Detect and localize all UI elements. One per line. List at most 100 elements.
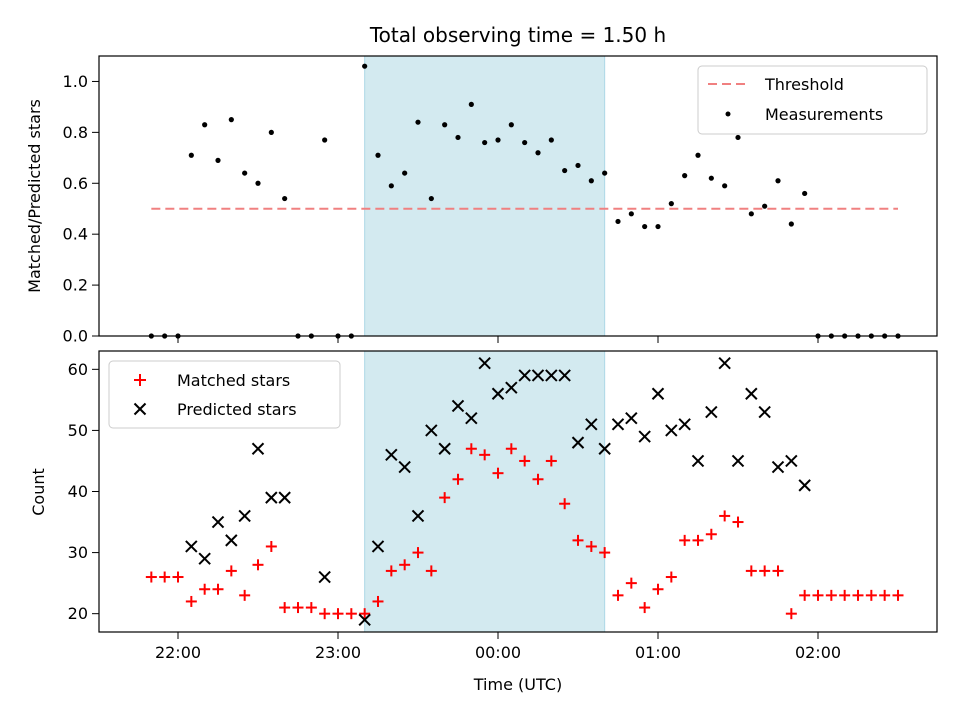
predicted-star-point xyxy=(251,442,265,455)
legend-measurements-label: Measurements xyxy=(765,105,883,124)
measurement-point xyxy=(255,180,261,186)
measurement-point xyxy=(762,203,768,209)
matched-star-point xyxy=(785,608,797,620)
measurement-point xyxy=(402,170,408,176)
matched-star-point xyxy=(412,547,424,559)
predicted-star-point xyxy=(731,454,745,468)
predicted-star-point xyxy=(491,387,505,400)
matched-star-point xyxy=(492,467,504,479)
matched-points-group xyxy=(145,443,904,620)
matched-star-point xyxy=(252,559,264,571)
count-x-tick-label: 01:00 xyxy=(635,643,681,662)
predicted-star-point xyxy=(371,540,385,553)
count-panel: 20 30 40 50 60 22:00 23:00 00:00 01:00 02:00 Cou… xyxy=(29,350,938,694)
predicted-star-point xyxy=(771,460,785,474)
measurement-point xyxy=(242,170,248,176)
matched-star-point xyxy=(652,583,664,595)
legend-measurements-swatch xyxy=(725,111,731,117)
count-y-tick-label: 60 xyxy=(68,360,88,379)
matched-star-point xyxy=(892,589,904,601)
predicted-star-point xyxy=(545,369,558,382)
legend-predicted-swatch xyxy=(133,402,147,416)
ratio-shaded-span xyxy=(364,55,606,337)
matched-star-point xyxy=(172,571,184,583)
matched-star-point xyxy=(372,595,384,607)
matched-star-point xyxy=(319,608,331,620)
predicted-star-point xyxy=(451,399,465,413)
predicted-star-point xyxy=(705,405,718,419)
measurement-point xyxy=(202,122,208,128)
predicted-star-point xyxy=(718,357,731,370)
measurement-point xyxy=(188,152,194,158)
matched-star-point xyxy=(439,492,451,504)
measurement-point xyxy=(428,195,434,202)
predicted-star-point xyxy=(798,479,811,492)
count-plot-frame xyxy=(98,350,938,633)
matched-star-point xyxy=(625,577,637,589)
count-y-tick-label: 40 xyxy=(68,482,88,501)
matched-star-point xyxy=(639,602,651,614)
measurement-point xyxy=(748,211,754,217)
matched-star-point xyxy=(505,443,517,455)
matched-star-point xyxy=(345,608,357,620)
measurement-point xyxy=(708,175,714,181)
count-legend: Matched stars Predicted stars xyxy=(108,360,341,429)
matched-star-point xyxy=(385,565,397,577)
measurement-point xyxy=(735,134,741,141)
matched-star-point xyxy=(225,565,237,577)
measurement-point xyxy=(775,178,781,184)
matched-star-point xyxy=(479,449,491,461)
measurement-point xyxy=(522,139,528,146)
predicted-star-point xyxy=(518,369,531,382)
matched-star-point xyxy=(545,455,557,467)
matched-star-point xyxy=(865,589,877,601)
predicted-star-point xyxy=(398,460,411,474)
matched-star-point xyxy=(745,565,757,577)
matched-star-point xyxy=(719,510,731,522)
predicted-star-point xyxy=(278,491,291,504)
predicted-star-point xyxy=(638,430,651,443)
measurement-point xyxy=(602,170,608,176)
ratio-y-axis: 0.0 0.2 0.4 0.6 0.8 1.0 xyxy=(63,72,99,346)
matched-star-point xyxy=(839,589,851,601)
predicted-star-point xyxy=(678,418,691,431)
legend-matched-label: Matched stars xyxy=(177,371,290,390)
measurement-point xyxy=(615,218,621,225)
predicted-star-point xyxy=(425,424,438,437)
predicted-star-point xyxy=(185,540,198,553)
ratio-plot-frame xyxy=(98,55,938,337)
matched-star-point xyxy=(599,547,611,559)
matched-star-point xyxy=(145,571,157,583)
matched-star-point xyxy=(199,583,211,595)
measurement-point xyxy=(508,122,514,128)
predicted-star-point xyxy=(438,442,451,455)
matched-star-point xyxy=(679,534,691,546)
count-y-tick-label: 20 xyxy=(68,604,88,623)
matched-star-point xyxy=(359,608,371,620)
predicted-star-point xyxy=(465,411,478,425)
predicted-star-point xyxy=(625,411,638,425)
matched-star-point xyxy=(519,455,531,467)
measurement-point xyxy=(482,139,488,146)
chart-title: Total observing time = 1.50 h xyxy=(369,23,666,47)
measurement-point xyxy=(682,173,688,179)
ratio-y-tick-label: 0.4 xyxy=(63,225,88,244)
measurement-point xyxy=(722,183,728,189)
matched-star-point xyxy=(772,565,784,577)
measurement-point xyxy=(215,157,221,163)
measurement-point xyxy=(695,152,701,158)
measurement-point xyxy=(788,221,794,227)
measurement-point xyxy=(655,223,661,230)
matched-star-point xyxy=(612,589,624,601)
matched-star-point xyxy=(305,602,317,614)
ratio-panel: 0.0 0.2 0.4 0.6 0.8 1.0 Matched/Predicted sta… xyxy=(25,55,938,346)
matched-star-point xyxy=(585,540,597,552)
count-y-axis: 20 30 40 50 60 xyxy=(68,360,99,623)
predicted-star-point xyxy=(531,369,545,382)
predicted-star-point xyxy=(211,515,225,529)
measurement-point xyxy=(642,223,648,230)
matched-star-point xyxy=(239,589,251,601)
ratio-points-group xyxy=(148,63,901,339)
matched-star-point xyxy=(705,528,717,540)
matched-star-point xyxy=(812,589,824,601)
